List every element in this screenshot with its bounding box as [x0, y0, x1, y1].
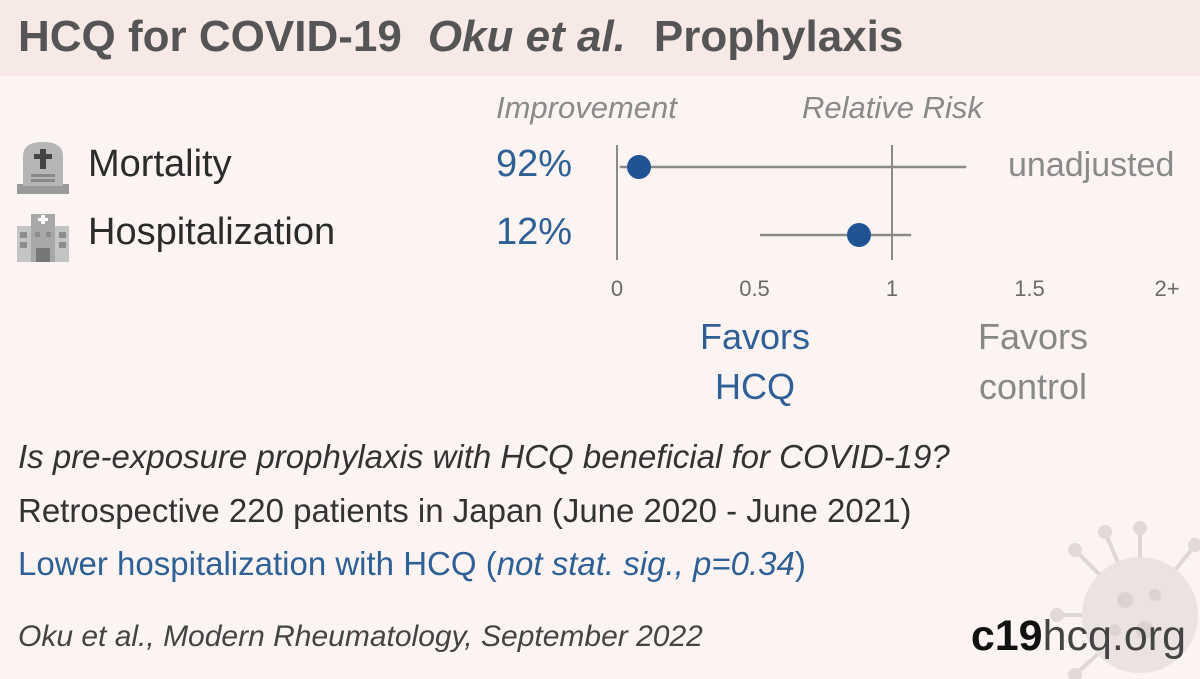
title-setting: Prophylaxis — [653, 12, 904, 61]
favors-hcq-line2: HCQ — [715, 366, 795, 407]
point-hospitalization — [847, 223, 871, 247]
citation: Oku et al., Modern Rheumatology, Septemb… — [18, 620, 703, 653]
favors-control-label: Favors control — [933, 312, 1133, 412]
favors-control-line2: control — [978, 366, 1088, 407]
tick-label-4: 2+ — [1154, 276, 1179, 301]
improvement-hospitalization: 12% — [496, 211, 573, 253]
summary-result-main: Lower hospitalization with HCQ ( — [18, 545, 497, 582]
summary-design: Retrospective 220 patients in Japan (Jun… — [18, 492, 912, 529]
outcome-label-hospitalization: Hospitalization — [88, 211, 336, 253]
note-mortality: unadjusted — [1008, 146, 1175, 184]
column-header-improvement: Improvement — [496, 90, 677, 125]
point-mortality — [627, 155, 651, 179]
summary-result-note: not stat. sig., p=0.34 — [496, 545, 795, 582]
favors-hcq-line1: Favors — [699, 316, 811, 357]
summary-result: Lower hospitalization with HCQ (not stat… — [18, 545, 806, 583]
favors-hcq-label: Favors HCQ — [655, 312, 855, 412]
tick-label-1: 0.5 — [739, 276, 770, 301]
tombstone-icon — [17, 142, 69, 194]
outcome-label-mortality: Mortality — [88, 143, 232, 185]
virus-icon — [1050, 521, 1200, 679]
hospital-icon — [17, 214, 69, 262]
page-title: HCQ for COVID-19 Oku et al. Prophylaxis — [18, 12, 903, 62]
tick-label-0: 0 — [611, 276, 623, 301]
tick-label-3: 1.5 — [1014, 276, 1045, 301]
brand-logo[interactable]: c19hcq.org — [971, 612, 1186, 661]
header-bar: HCQ for COVID-19 Oku et al. Prophylaxis — [0, 0, 1200, 76]
tick-label-2: 1 — [886, 276, 898, 301]
brand-part1: c19 — [970, 612, 1043, 660]
summary-question: Is pre-exposure prophylaxis with HCQ ben… — [18, 438, 950, 475]
title-topic: HCQ for COVID-19 — [18, 12, 402, 61]
brand-part2: hcq.org — [1042, 612, 1186, 660]
summary-result-close: ) — [794, 545, 806, 582]
forest-plot: 0 0.5 1 1.5 2+ — [611, 145, 1180, 301]
title-study: Oku et al. — [427, 12, 626, 61]
improvement-mortality: 92% — [496, 143, 573, 185]
favors-control-line1: Favors — [977, 316, 1089, 357]
column-header-relative-risk: Relative Risk — [802, 90, 983, 125]
